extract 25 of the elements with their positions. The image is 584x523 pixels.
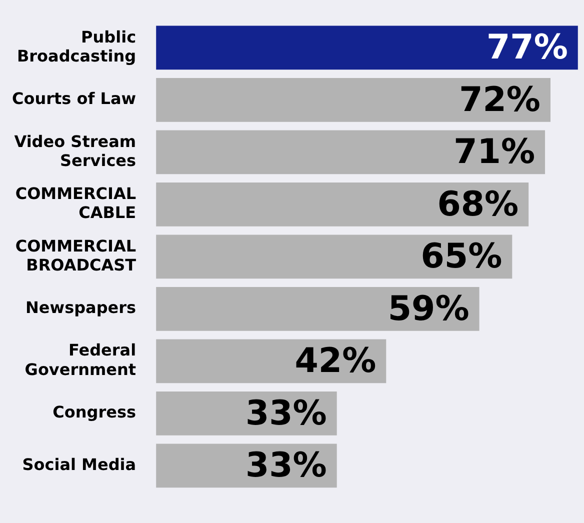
data-label: 72% <box>459 80 540 120</box>
bar <box>156 26 578 70</box>
data-label: 42% <box>294 341 376 382</box>
y-tick-label: Video Stream Services <box>14 132 136 170</box>
data-label: 71% <box>454 132 536 172</box>
bar <box>156 234 512 279</box>
data-label: 65% <box>420 236 502 277</box>
bar <box>156 78 550 122</box>
y-tick-label: Social Media <box>22 454 136 474</box>
y-tick-label: Public Broadcasting <box>16 27 136 66</box>
y-tick-label: COMMERCIAL CABLE <box>15 184 136 222</box>
bar <box>156 130 546 174</box>
bar <box>156 182 529 226</box>
bar <box>156 339 386 384</box>
y-tick-label: Newspapers <box>26 298 136 318</box>
data-label: 77% <box>486 28 568 68</box>
data-label: 33% <box>245 446 327 486</box>
bar <box>156 287 480 331</box>
data-label: 59% <box>388 288 470 329</box>
data-label: 33% <box>245 393 327 434</box>
data-label: 68% <box>437 184 519 224</box>
y-tick-label: COMMERCIAL BROADCAST <box>15 236 136 274</box>
y-tick-label: Courts of Law <box>12 89 136 108</box>
y-tick-label: Congress <box>52 402 136 422</box>
y-tick-label: Federal Government <box>24 340 136 379</box>
